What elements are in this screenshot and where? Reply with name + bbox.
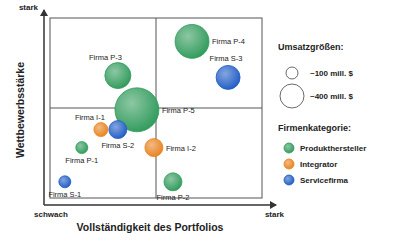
bubble-label: Firma S-3 bbox=[210, 54, 243, 63]
legend-label: Produkthersteller bbox=[300, 144, 366, 153]
size-legend-circle bbox=[286, 67, 298, 79]
bubble-label: Firma P-1 bbox=[65, 156, 98, 165]
bubble bbox=[59, 176, 71, 188]
bubble bbox=[105, 63, 131, 89]
x-tick-label: schwach bbox=[34, 210, 68, 219]
bubble-label: Firma P-4 bbox=[212, 37, 245, 46]
bubble-label: Firma I-1 bbox=[75, 113, 105, 122]
bubble bbox=[76, 142, 88, 154]
bubble-label: Firma I-2 bbox=[166, 144, 196, 153]
chart: schwach stark stark Vollständigkeit des Por… bbox=[0, 0, 400, 250]
bubble-label: Firma P-3 bbox=[89, 53, 122, 62]
y-tick-label: stark bbox=[19, 3, 39, 12]
size-legend-label: ~100 mill. $ bbox=[310, 69, 353, 78]
bubble-label: Firma P-5 bbox=[162, 106, 195, 115]
bubble-label: Firma S-1 bbox=[48, 190, 81, 199]
bubble-label: Firma S-2 bbox=[101, 141, 134, 150]
bubble bbox=[109, 121, 127, 139]
bubble bbox=[145, 139, 163, 157]
bubble bbox=[164, 173, 182, 191]
bubbles bbox=[59, 24, 240, 190]
size-legend-circle bbox=[280, 84, 304, 108]
legend-label: Integrator bbox=[300, 160, 337, 169]
bubble bbox=[175, 24, 209, 58]
x-tick-label: stark bbox=[265, 210, 285, 219]
size-legend-label: ~400 mill. $ bbox=[310, 92, 353, 101]
size-legend-title: Umsatzgrößen: bbox=[278, 42, 344, 52]
legend-label: Servicefirma bbox=[300, 176, 349, 185]
legend-swatch bbox=[284, 159, 294, 169]
bubble bbox=[216, 65, 240, 89]
legend-swatch bbox=[284, 143, 294, 153]
y-axis bbox=[43, 10, 45, 205]
legend-swatch bbox=[284, 175, 294, 185]
bubble-label: Firma P-2 bbox=[156, 193, 189, 202]
legend-title: Firmenkategorie: bbox=[278, 123, 351, 133]
plot-frame bbox=[50, 18, 262, 198]
bubble bbox=[94, 123, 108, 137]
x-axis bbox=[44, 204, 276, 206]
x-axis-title: Vollständigkeit des Portfolios bbox=[77, 221, 224, 233]
y-axis-title: Wettbewerbsstärke bbox=[14, 62, 26, 158]
